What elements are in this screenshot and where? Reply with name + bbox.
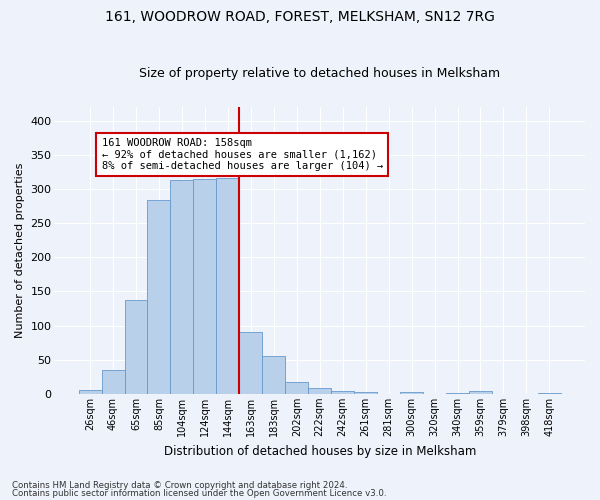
Y-axis label: Number of detached properties: Number of detached properties <box>15 163 25 338</box>
Bar <box>400 392 423 394</box>
Text: Contains HM Land Registry data © Crown copyright and database right 2024.: Contains HM Land Registry data © Crown c… <box>12 480 347 490</box>
Bar <box>446 393 469 394</box>
Bar <box>148 200 170 394</box>
Bar <box>285 382 308 394</box>
Bar <box>79 390 101 394</box>
Bar <box>354 392 377 394</box>
Bar <box>101 370 125 394</box>
Bar <box>125 300 148 394</box>
Bar <box>469 391 492 394</box>
Bar <box>331 391 354 394</box>
Bar <box>193 179 217 394</box>
X-axis label: Distribution of detached houses by size in Melksham: Distribution of detached houses by size … <box>164 444 476 458</box>
Bar <box>262 356 285 394</box>
Bar <box>538 392 561 394</box>
Bar <box>239 332 262 394</box>
Text: 161 WOODROW ROAD: 158sqm
← 92% of detached houses are smaller (1,162)
8% of semi: 161 WOODROW ROAD: 158sqm ← 92% of detach… <box>101 138 383 171</box>
Text: Contains public sector information licensed under the Open Government Licence v3: Contains public sector information licen… <box>12 489 386 498</box>
Title: Size of property relative to detached houses in Melksham: Size of property relative to detached ho… <box>139 66 500 80</box>
Text: 161, WOODROW ROAD, FOREST, MELKSHAM, SN12 7RG: 161, WOODROW ROAD, FOREST, MELKSHAM, SN1… <box>105 10 495 24</box>
Bar <box>170 180 193 394</box>
Bar <box>217 178 239 394</box>
Bar <box>308 388 331 394</box>
